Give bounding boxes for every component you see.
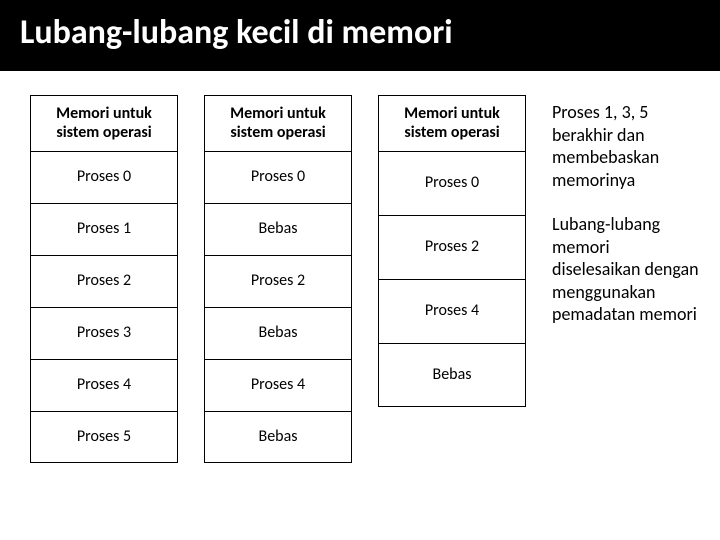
memory-cell: Proses 4: [378, 279, 526, 343]
memory-header: Memori untuk sistem operasi: [204, 95, 352, 151]
memory-cell: Proses 2: [378, 215, 526, 279]
notes-column: Proses 1, 3, 5 berakhir dan membebaskan …: [552, 95, 708, 326]
memory-cell: Bebas: [204, 203, 352, 255]
memory-header: Memori untuk sistem operasi: [378, 95, 526, 151]
memory-cell: Proses 0: [378, 151, 526, 215]
memory-cell: Bebas: [204, 307, 352, 359]
memory-cell: Bebas: [378, 343, 526, 407]
memory-cell: Proses 0: [204, 151, 352, 203]
memory-cell: Proses 4: [30, 359, 178, 411]
memory-cell: Proses 0: [30, 151, 178, 203]
memory-column-initial: Memori untuk sistem operasi Proses 0 Pro…: [30, 95, 178, 463]
memory-cell: Proses 5: [30, 411, 178, 463]
memory-cell: Proses 4: [204, 359, 352, 411]
memory-cell: Proses 1: [30, 203, 178, 255]
memory-cell: Proses 2: [30, 255, 178, 307]
memory-cell: Proses 2: [204, 255, 352, 307]
memory-column-compacted: Memori untuk sistem operasi Proses 0 Pro…: [378, 95, 526, 407]
memory-header: Memori untuk sistem operasi: [30, 95, 178, 151]
memory-cell: Proses 3: [30, 307, 178, 359]
note-text: Proses 1, 3, 5 berakhir dan membebaskan …: [552, 101, 702, 191]
note-text: Lubang-lubang memori diselesaikan dengan…: [552, 213, 702, 326]
slide-title: Lubang-lubang kecil di memori: [0, 0, 720, 71]
memory-column-after-free: Memori untuk sistem operasi Proses 0 Beb…: [204, 95, 352, 463]
content-area: Memori untuk sistem operasi Proses 0 Pro…: [0, 71, 720, 463]
memory-cell: Bebas: [204, 411, 352, 463]
